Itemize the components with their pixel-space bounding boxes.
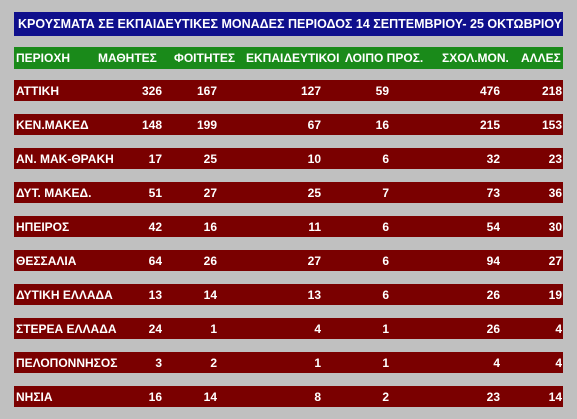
school-units-cell: 26 — [486, 287, 500, 302]
teachers-cell: 8 — [314, 389, 321, 404]
students-cell: 24 — [148, 321, 162, 336]
teachers-cell: 4 — [314, 321, 321, 336]
school-units-cell: 73 — [486, 185, 500, 200]
students-cell: 13 — [148, 287, 162, 302]
students-cell: 326 — [141, 83, 162, 98]
region-cell: ΚΕΝ.ΜΑΚΕΔ — [16, 117, 89, 132]
header-region: ΠΕΡΙΟΧΗ — [16, 51, 71, 65]
students-cell: 42 — [148, 219, 162, 234]
school-units-cell: 476 — [479, 83, 500, 98]
school-units-cell: 94 — [486, 253, 500, 268]
table-title: ΚΡΟΥΣΜΑΤΑ ΣΕ ΕΚΠΑΙΔΕΥΤΙΚΕΣ ΜΟΝΑΔΕΣ ΠΕΡΙΟ… — [14, 12, 563, 36]
students-cell: 17 — [148, 151, 162, 166]
table-row: ΗΠΕΙΡΟΣ 42 16 11 6 54 30 — [14, 216, 563, 237]
table-row: ΑΤΤΙΚΗ 326 167 127 59 476 218 — [14, 80, 563, 101]
table-row: ΚΕΝ.ΜΑΚΕΔ 148 199 67 16 215 153 — [14, 114, 563, 135]
university-students-cell: 27 — [203, 185, 217, 200]
table-row: ΠΕΛΟΠΟΝΝΗΣΟΣ 3 2 1 1 4 4 — [14, 352, 563, 373]
other-staff-cell: 16 — [375, 117, 389, 132]
region-cell: ΗΠΕΙΡΟΣ — [16, 219, 70, 234]
table-row: ΔΥΤΙΚΗ ΕΛΛΑΔΑ 13 14 13 6 26 19 — [14, 284, 563, 305]
other-staff-cell: 6 — [382, 253, 389, 268]
table-row: ΝΗΣΙΑ 16 14 8 2 23 14 — [14, 386, 563, 407]
header-other: ΑΛΛΕΣ — [521, 51, 561, 65]
region-cell: ΔΥΤ. ΜΑΚΕΔ. — [16, 185, 92, 200]
teachers-cell: 127 — [300, 83, 321, 98]
region-cell: ΣΤΕΡΕΑ ΕΛΛΑΔΑ — [16, 321, 117, 336]
students-cell: 16 — [148, 389, 162, 404]
other-cell: 153 — [541, 117, 562, 132]
university-students-cell: 16 — [203, 219, 217, 234]
other-cell: 4 — [555, 321, 562, 336]
other-staff-cell: 1 — [382, 321, 389, 336]
university-students-cell: 26 — [203, 253, 217, 268]
school-units-cell: 4 — [493, 355, 500, 370]
table-row: ΑΝ. ΜΑΚ-ΘΡΑΚΗ 17 25 10 6 32 23 — [14, 148, 563, 169]
school-units-cell: 26 — [486, 321, 500, 336]
region-cell: ΘΕΣΣΑΛΙΑ — [16, 253, 77, 268]
school-units-cell: 23 — [486, 389, 500, 404]
university-students-cell: 1 — [210, 321, 217, 336]
region-cell: ΑΤΤΙΚΗ — [16, 83, 59, 98]
other-cell: 218 — [541, 83, 562, 98]
other-cell: 36 — [548, 185, 562, 200]
header-teachers: ΕΚΠΑΙΔΕΥΤΙΚΟΙ — [246, 51, 340, 65]
university-students-cell: 14 — [203, 287, 217, 302]
students-cell: 3 — [155, 355, 162, 370]
other-cell: 23 — [548, 151, 562, 166]
table-title-text: ΚΡΟΥΣΜΑΤΑ ΣΕ ΕΚΠΑΙΔΕΥΤΙΚΕΣ ΜΟΝΑΔΕΣ ΠΕΡΙΟ… — [18, 17, 563, 31]
other-cell: 30 — [548, 219, 562, 234]
students-cell: 51 — [148, 185, 162, 200]
students-cell: 64 — [148, 253, 162, 268]
teachers-cell: 10 — [307, 151, 321, 166]
table-header: ΠΕΡΙΟΧΗ ΜΑΘΗΤΕΣ ΦΟΙΤΗΤΕΣ ΕΚΠΑΙΔΕΥΤΙΚΟΙ Λ… — [14, 47, 563, 69]
other-staff-cell: 2 — [382, 389, 389, 404]
other-cell: 19 — [548, 287, 562, 302]
university-students-cell: 2 — [210, 355, 217, 370]
teachers-cell: 1 — [314, 355, 321, 370]
teachers-cell: 27 — [307, 253, 321, 268]
students-cell: 148 — [141, 117, 162, 132]
other-staff-cell: 59 — [375, 83, 389, 98]
other-staff-cell: 1 — [382, 355, 389, 370]
university-students-cell: 199 — [196, 117, 217, 132]
teachers-cell: 11 — [308, 219, 321, 234]
header-other-staff: ΛΟΙΠΟ ΠΡΟΣ. — [345, 51, 424, 65]
region-cell: ΠΕΛΟΠΟΝΝΗΣΟΣ — [16, 355, 118, 370]
table-row: ΘΕΣΣΑΛΙΑ 64 26 27 6 94 27 — [14, 250, 563, 271]
region-cell: ΔΥΤΙΚΗ ΕΛΛΑΔΑ — [16, 287, 113, 302]
university-students-cell: 167 — [196, 83, 217, 98]
other-staff-cell: 6 — [382, 287, 389, 302]
other-cell: 4 — [555, 355, 562, 370]
teachers-cell: 25 — [307, 185, 321, 200]
header-students: ΜΑΘΗΤΕΣ — [98, 51, 157, 65]
school-units-cell: 54 — [486, 219, 500, 234]
region-cell: ΝΗΣΙΑ — [16, 389, 53, 404]
other-staff-cell: 6 — [382, 151, 389, 166]
university-students-cell: 25 — [203, 151, 217, 166]
teachers-cell: 67 — [307, 117, 321, 132]
header-school-units: ΣΧΟΛ.ΜΟΝ. — [442, 51, 509, 65]
other-staff-cell: 6 — [382, 219, 389, 234]
region-cell: ΑΝ. ΜΑΚ-ΘΡΑΚΗ — [16, 151, 114, 166]
other-staff-cell: 7 — [382, 185, 389, 200]
other-cell: 14 — [548, 389, 562, 404]
table-row: ΔΥΤ. ΜΑΚΕΔ. 51 27 25 7 73 36 — [14, 182, 563, 203]
header-university-students: ΦΟΙΤΗΤΕΣ — [174, 51, 236, 65]
school-units-cell: 32 — [486, 151, 500, 166]
other-cell: 27 — [548, 253, 562, 268]
teachers-cell: 13 — [307, 287, 321, 302]
school-units-cell: 215 — [479, 117, 500, 132]
university-students-cell: 14 — [203, 389, 217, 404]
table-row: ΣΤΕΡΕΑ ΕΛΛΑΔΑ 24 1 4 1 26 4 — [14, 318, 563, 339]
